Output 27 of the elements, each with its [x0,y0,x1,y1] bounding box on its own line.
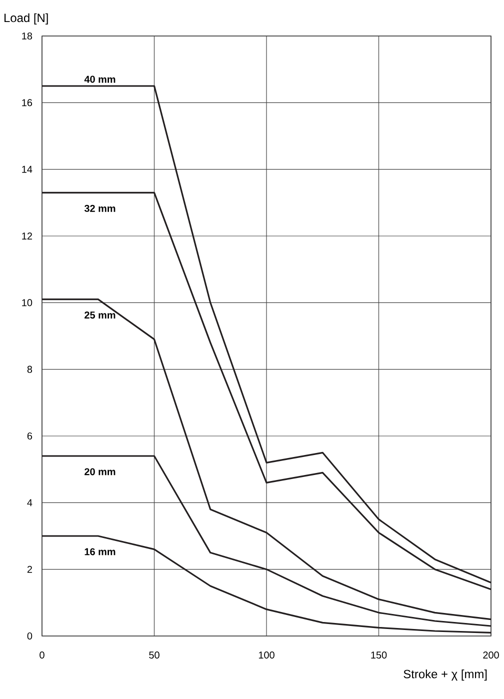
x-axis-title: Stroke + χ [mm] [404,670,487,681]
y-tick-label: 14 [22,166,32,173]
series-label: 40 mm [84,76,116,83]
y-tick-label: 6 [27,432,32,440]
x-tick-label: 50 [149,652,160,659]
x-tick-label: 100 [258,652,274,659]
x-tick-label: 200 [483,652,499,659]
line-series [41,85,492,584]
line-series [41,535,492,634]
line-series [41,298,492,620]
series-label: 16 mm [84,548,116,556]
y-tick-label: 8 [27,366,32,373]
x-tick-label: 0 [40,652,44,659]
series-label: 25 mm [84,312,116,319]
y-tick-label: 4 [27,499,32,506]
y-tick-label: 0 [27,632,32,640]
x-tick-label: 150 [371,652,387,659]
line-series [41,455,492,627]
y-tick-label: 10 [22,299,32,306]
y-tick-label: 16 [22,99,32,106]
series-label: 20 mm [84,468,116,476]
series-label: 32 mm [84,204,116,212]
y-tick-label: 18 [22,32,32,40]
line-series [41,192,492,590]
y-tick-label: 12 [22,232,32,240]
y-tick-label: 2 [27,566,32,573]
y-axis-title: Load [N] [4,13,48,24]
